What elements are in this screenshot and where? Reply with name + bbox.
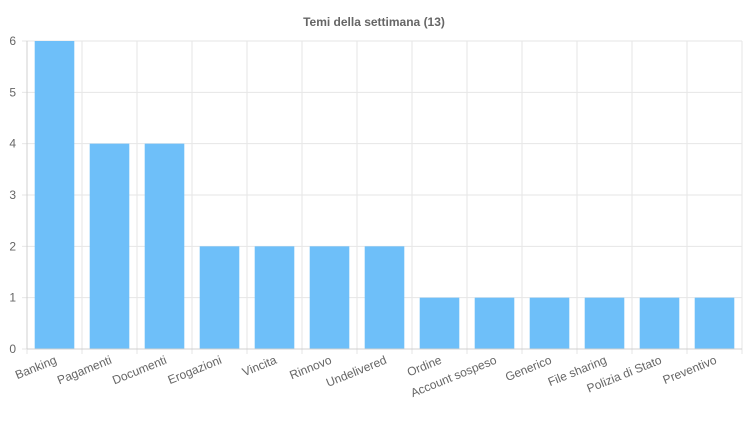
- bar-documenti[interactable]: [144, 143, 185, 349]
- axes: [26, 41, 742, 350]
- bar-generico[interactable]: [529, 297, 570, 349]
- y-tick-label: 1: [9, 291, 16, 305]
- bar-polizia-di-stato[interactable]: [639, 297, 680, 349]
- bar-preventivo[interactable]: [694, 297, 735, 349]
- bar-erogazioni[interactable]: [199, 246, 240, 349]
- bar-undelivered[interactable]: [364, 246, 405, 349]
- y-tick-label: 5: [9, 85, 16, 99]
- x-tick-label: Preventivo: [661, 353, 719, 387]
- bar-rinnovo[interactable]: [309, 246, 350, 349]
- x-tick-label: Documenti: [110, 353, 168, 387]
- bar-banking[interactable]: [34, 41, 75, 349]
- bars: [34, 41, 735, 349]
- y-tick-label: 4: [9, 137, 16, 151]
- y-tick-label: 3: [9, 188, 16, 202]
- bar-file-sharing[interactable]: [584, 297, 625, 349]
- chart-title: Temi della settimana (13): [303, 15, 445, 29]
- x-tick-label: Erogazioni: [166, 353, 224, 387]
- bar-pagamenti[interactable]: [89, 143, 130, 349]
- bar-vincita[interactable]: [254, 246, 295, 349]
- bar-account-sospeso[interactable]: [474, 297, 515, 349]
- bar-ordine[interactable]: [419, 297, 460, 349]
- y-tick-label: 6: [9, 34, 16, 48]
- y-axis-tick-labels: 0 1 2 3 4 5 6: [9, 34, 16, 356]
- y-tick-label: 0: [9, 342, 16, 356]
- x-tick-label: Vincita: [240, 353, 279, 380]
- x-tick-label: Undelivered: [324, 353, 389, 390]
- x-tick-label: Pagamenti: [55, 353, 113, 387]
- x-tick-label: Banking: [13, 353, 58, 382]
- y-tick-label: 2: [9, 239, 16, 253]
